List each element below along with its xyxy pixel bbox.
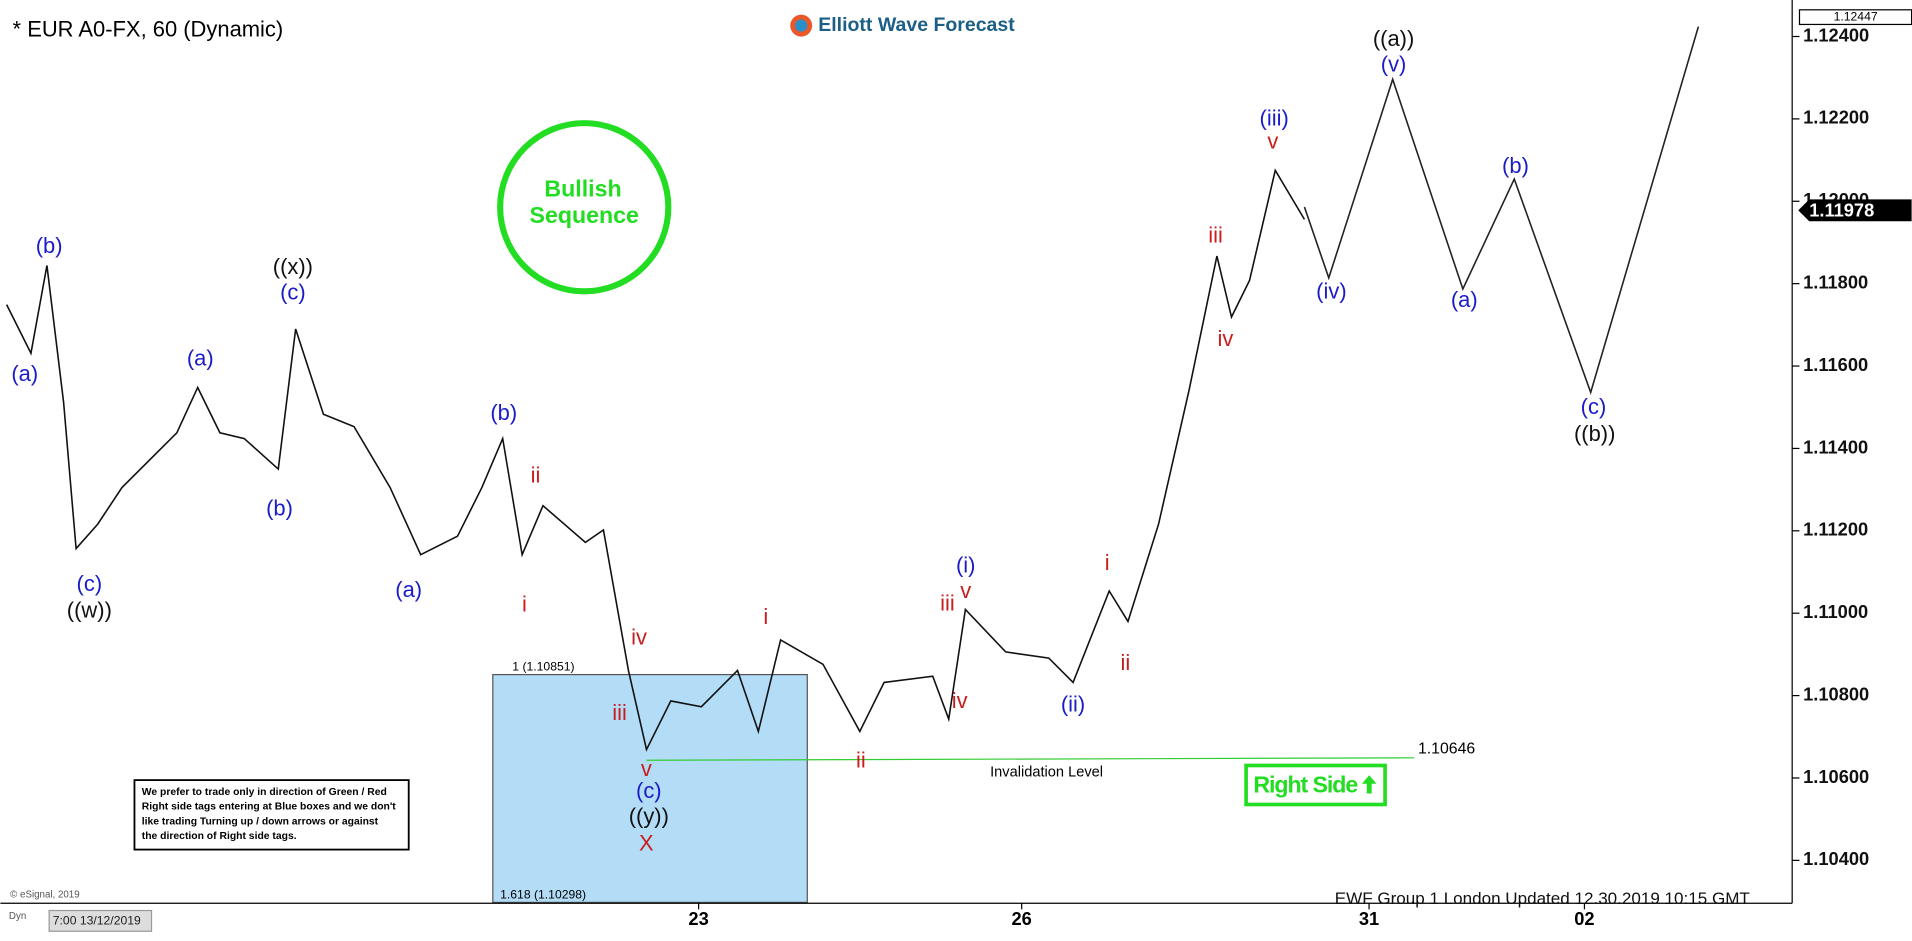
logo-icon-inner (795, 19, 808, 32)
last-price-tag (1798, 199, 1912, 222)
invalidation-line (646, 757, 1415, 761)
start-time: 7:00 13/12/2019 (53, 914, 141, 928)
fib-top-label: 1 (1.10851) (512, 659, 574, 673)
y-tick-label: 1.11800 (1803, 271, 1868, 292)
badge-text: Sequence (530, 202, 639, 228)
badge-text: Bullish (544, 175, 621, 201)
right-side-text: Right Side (1253, 771, 1358, 797)
wave-label: iv (631, 625, 647, 650)
y-tick-label: 1.10600 (1803, 766, 1869, 787)
fib-bottom-label: 1.618 (1.10298) (500, 887, 586, 901)
y-tick-label: 1.10800 (1803, 683, 1869, 704)
note-box (133, 779, 410, 851)
x-tick-label: 26 (1012, 908, 1032, 929)
price-line (1303, 26, 1700, 395)
wave-label: (a) (1451, 287, 1478, 312)
logo-text: Elliott Wave Forecast (818, 14, 1015, 36)
wave-label: i (763, 604, 768, 629)
y-tick-label: 1.10400 (1803, 848, 1869, 869)
wave-label: (i) (956, 553, 976, 578)
right-side-box (1244, 763, 1387, 807)
invalidation-text: Invalidation Level (990, 764, 1103, 780)
y-tick-label: 1.12400 (1803, 24, 1869, 45)
wave-label: iii (940, 590, 955, 615)
wave-label: (iii) (1260, 105, 1289, 130)
chart-title: * EUR A0-FX, 60 (Dynamic) (13, 16, 284, 41)
x-tick-label: 23 (688, 908, 708, 929)
wave-label: (b) (1502, 153, 1529, 178)
last-price-label: 1.11978 (1809, 199, 1874, 220)
wave-label: iii (612, 700, 627, 725)
start-time-box (48, 909, 153, 932)
y-tick-label: 1.12200 (1803, 107, 1869, 128)
wave-label: ii (531, 462, 541, 487)
wave-label: ((a)) (1373, 26, 1414, 51)
logo: Elliott Wave Forecast (790, 14, 1015, 37)
badge-circle (497, 120, 672, 295)
wave-label: (b) (266, 495, 293, 520)
wave-label: v (960, 578, 971, 603)
note-line: like trading Turning up / down arrows or… (142, 816, 379, 827)
copyright: © eSignal, 2019 (10, 889, 80, 900)
note-line: the direction of Right side tags. (142, 831, 297, 842)
wave-label: v (1267, 128, 1278, 153)
y-tick-label: 1.11200 (1803, 519, 1868, 540)
wave-label: v (641, 756, 652, 781)
x-tick-label: 31 (1359, 908, 1379, 929)
wave-label: (a) (11, 361, 38, 386)
wave-label: (iv) (1316, 278, 1346, 303)
wave-label: X (639, 831, 654, 856)
wave-label: (a) (187, 345, 214, 370)
y-tick-label: 1.11400 (1803, 436, 1868, 457)
wave-label: (b) (36, 233, 63, 258)
y-tick-label: 1.11000 (1803, 601, 1868, 622)
wave-label: (c) (636, 778, 662, 803)
wave-label: (v) (1381, 52, 1407, 77)
fib-layer: 1 (1.10851) 1.618 (1.10298) (492, 659, 808, 903)
wave-label: (c) (280, 280, 306, 305)
wave-label: iv (1217, 326, 1233, 351)
wave-label: iii (1208, 222, 1223, 247)
wave-label: iv (952, 688, 968, 713)
note-line: We prefer to trade only in direction of … (142, 787, 387, 798)
wave-label: ii (1121, 650, 1131, 675)
wave-label: ((y)) (629, 804, 669, 829)
wave-label: (ii) (1061, 692, 1085, 717)
wave-label: (c) (77, 571, 103, 596)
wave-label: ((b)) (1574, 421, 1615, 446)
x-tick-label: 02 (1574, 908, 1594, 929)
note-line: Right side tags entering at Blue boxes a… (142, 802, 397, 813)
wave-label: (b) (490, 400, 517, 425)
dyn-label: Dyn (9, 911, 26, 922)
wave-label: i (1105, 550, 1110, 575)
wave-label: ii (856, 748, 866, 773)
wave-label: ((x)) (273, 254, 313, 279)
wave-label: (c) (1581, 394, 1607, 419)
price-line (5, 168, 1306, 752)
wave-label: ((w)) (67, 598, 112, 623)
y-tick-label: 1.11600 (1803, 354, 1868, 375)
wave-label: i (522, 592, 527, 617)
right-side-arrow (1361, 775, 1377, 794)
wave-label: (a) (395, 577, 422, 602)
fib-box (492, 673, 808, 903)
high-price-label: 1.12447 (1834, 9, 1878, 23)
footer: EWF Group 1 London Updated 12.30.2019 10… (1335, 889, 1751, 908)
invalidation-value: 1.10646 (1418, 740, 1475, 757)
